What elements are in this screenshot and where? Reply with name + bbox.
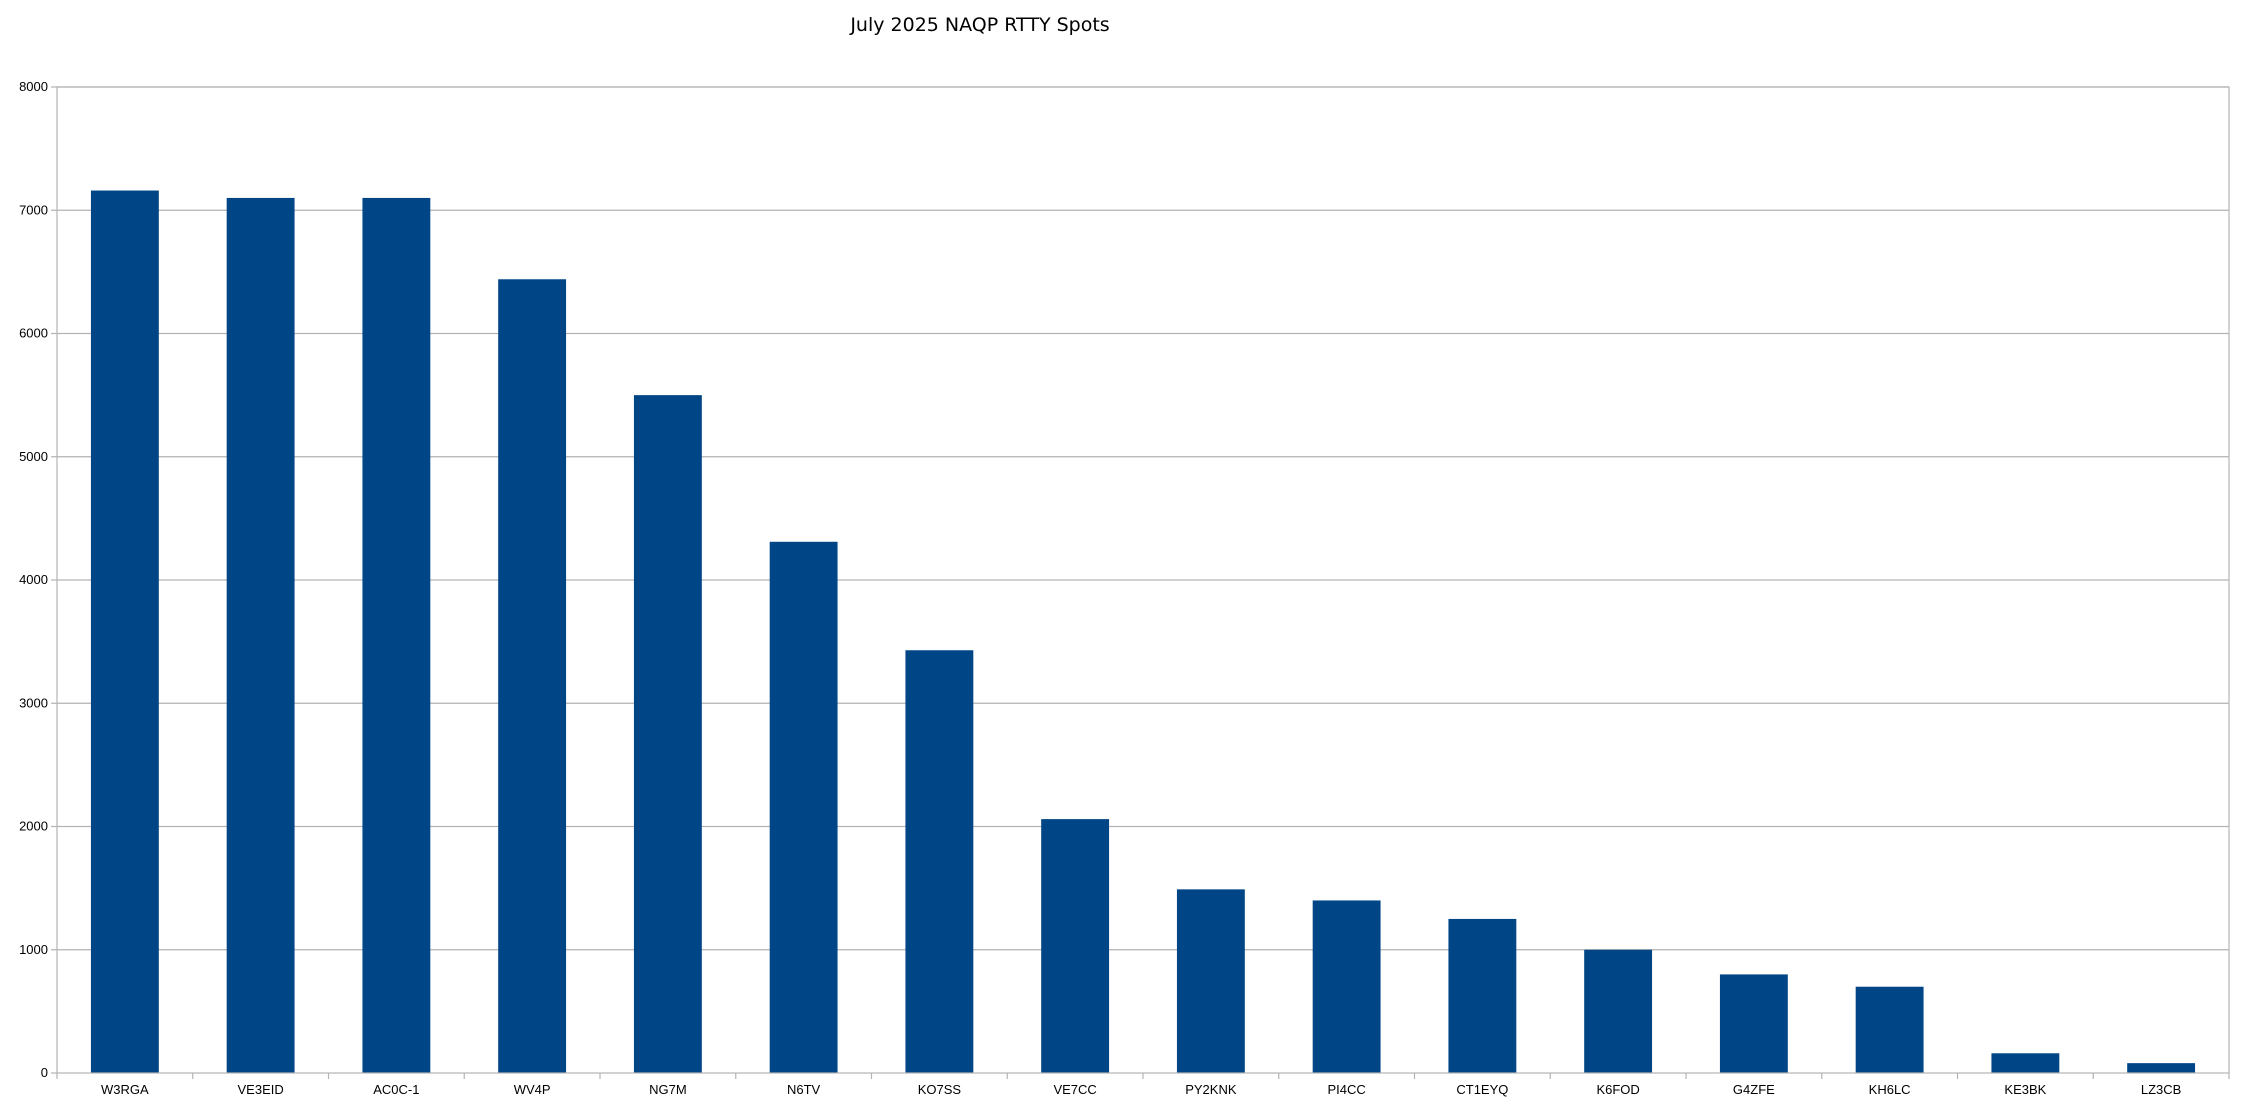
x-tick-label: PY2KNK [1185, 1082, 1237, 1097]
bars [90, 190, 2196, 1074]
x-tick-label: NG7M [649, 1082, 687, 1097]
bar-ke3bk [1991, 1053, 2060, 1073]
bar-ac0c-1 [362, 197, 431, 1074]
y-tick-label: 6000 [19, 326, 48, 341]
y-tick-label: 5000 [19, 449, 48, 464]
bar-n6tv [769, 541, 838, 1073]
x-tick-label: PI4CC [1327, 1082, 1365, 1097]
bar-kh6lc [1855, 986, 1924, 1073]
y-tick-label: 1000 [19, 942, 48, 957]
x-tick-label: VE3EID [238, 1082, 284, 1097]
y-tick-label: 3000 [19, 695, 48, 710]
x-tick-label: W3RGA [101, 1082, 149, 1097]
y-tick-label: 4000 [19, 572, 48, 587]
bar-ve3eid [226, 197, 295, 1074]
x-tick-label: G4ZFE [1733, 1082, 1775, 1097]
bar-w3rga [90, 190, 159, 1073]
x-tick-label: KO7SS [918, 1082, 962, 1097]
bar-ve7cc [1041, 819, 1110, 1073]
bar-wv4p [498, 279, 567, 1073]
bar-pi4cc [1312, 900, 1381, 1073]
x-tick-label: LZ3CB [2141, 1082, 2181, 1097]
axes [56, 86, 2230, 1079]
x-tick-label: K6FOD [1596, 1082, 1639, 1097]
y-tick-label: 8000 [19, 79, 48, 94]
y-tick-label: 0 [41, 1065, 48, 1080]
x-tick-label: WV4P [514, 1082, 551, 1097]
bar-ng7m [633, 395, 702, 1073]
y-tick-label: 7000 [19, 202, 48, 217]
x-tick-label: N6TV [787, 1082, 821, 1097]
bar-lz3cb [2127, 1063, 2196, 1073]
x-tick-label: AC0C-1 [373, 1082, 419, 1097]
x-tick-label: VE7CC [1053, 1082, 1096, 1097]
plot-frame [56, 86, 2230, 1074]
bar-ko7ss [905, 650, 974, 1073]
bar-py2knk [1176, 889, 1245, 1073]
chart-title: July 2025 NAQP RTTY Spots [850, 14, 1110, 36]
bar-k6fod [1584, 949, 1653, 1073]
x-tick-label: CT1EYQ [1456, 1082, 1508, 1097]
x-tick-label: KH6LC [1869, 1082, 1911, 1097]
x-tick-label: KE3BK [2004, 1082, 2046, 1097]
bar-g4zfe [1719, 974, 1788, 1073]
tick-labels: 0 1000 2000 3000 4000 5000 6000 7000 8000 W3RGA VE… [19, 79, 2181, 1097]
y-tick-label: 2000 [19, 819, 48, 834]
bar-ct1eyq [1448, 918, 1517, 1073]
